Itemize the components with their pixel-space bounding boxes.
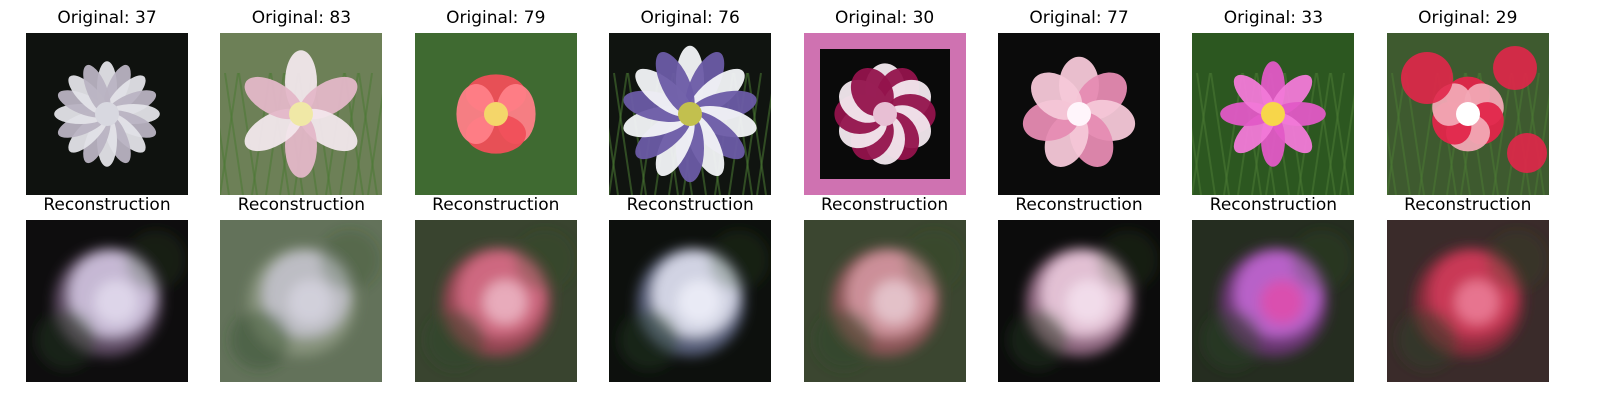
reconstruction-image	[414, 220, 577, 382]
original-image	[609, 33, 772, 195]
original-image-graphic	[1386, 33, 1549, 195]
reconstruction-image	[1192, 220, 1355, 382]
reconstruction-image-graphic	[998, 220, 1160, 382]
reconstruction-title: Reconstruction	[43, 195, 171, 215]
original-image-graphic	[998, 33, 1160, 195]
reconstruction-title: Reconstruction	[1015, 195, 1143, 215]
reconstruction-image-graphic	[609, 220, 772, 382]
original-image	[26, 33, 188, 195]
reconstruction-title: Reconstruction	[237, 195, 365, 215]
original-image	[1192, 33, 1355, 195]
reconstruction-title: Reconstruction	[432, 195, 560, 215]
original-image-graphic	[609, 33, 772, 195]
reconstruction-title: Reconstruction	[820, 195, 949, 215]
reconstruction-image	[220, 220, 383, 382]
original-image-graphic	[803, 33, 966, 195]
reconstruction-image-graphic	[26, 220, 188, 382]
reconstruction-image	[803, 220, 966, 382]
original-title: Original: 77	[1029, 8, 1129, 28]
original-title: Original: 29	[1418, 8, 1518, 28]
original-image	[1386, 33, 1549, 195]
reconstruction-image	[1386, 220, 1549, 382]
original-image-graphic	[220, 33, 383, 195]
original-title: Original: 76	[640, 8, 740, 28]
reconstruction-title: Reconstruction	[1404, 195, 1532, 215]
reconstruction-title: Reconstruction	[1209, 195, 1337, 215]
original-image-graphic	[1192, 33, 1355, 195]
original-image	[414, 33, 577, 195]
reconstruction-image-graphic	[1386, 220, 1549, 382]
reconstruction-image-graphic	[1192, 220, 1355, 382]
reconstruction-image-graphic	[414, 220, 577, 382]
original-title: Original: 79	[446, 8, 546, 28]
original-image-graphic	[26, 33, 188, 195]
reconstruction-image-graphic	[803, 220, 966, 382]
original-image	[998, 33, 1160, 195]
reconstruction-image-graphic	[220, 220, 383, 382]
reconstruction-image	[609, 220, 772, 382]
reconstruction-image	[998, 220, 1160, 382]
reconstruction-image	[26, 220, 188, 382]
original-image	[803, 33, 966, 195]
original-title: Original: 30	[834, 8, 935, 28]
reconstruction-title: Reconstruction	[626, 195, 754, 215]
original-title: Original: 33	[1223, 8, 1324, 28]
original-image	[220, 33, 383, 195]
original-title: Original: 83	[251, 8, 352, 28]
original-title: Original: 37	[57, 8, 157, 28]
original-image-graphic	[414, 33, 577, 195]
